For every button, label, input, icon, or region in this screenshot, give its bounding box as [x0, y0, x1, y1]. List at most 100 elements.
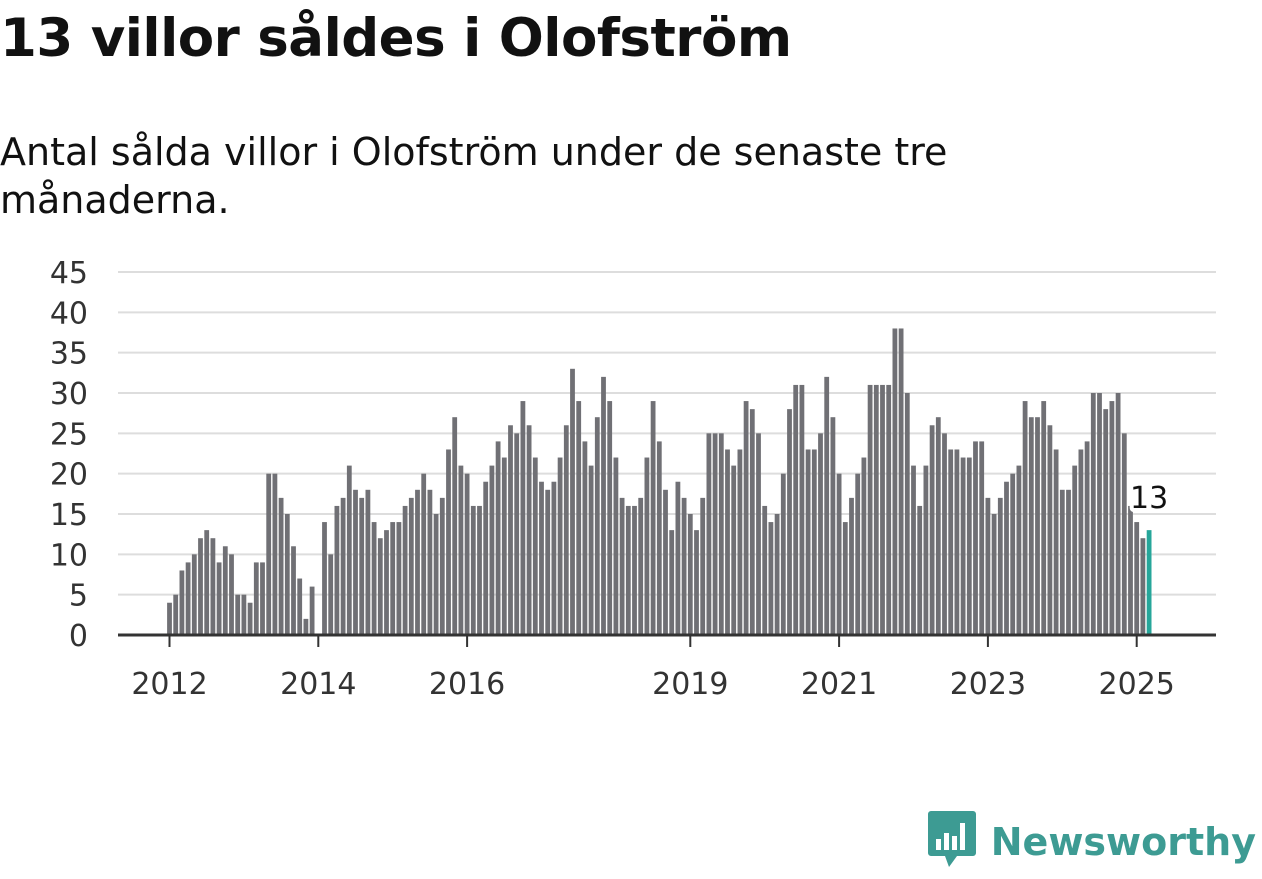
bar: [818, 433, 823, 635]
bar: [359, 497, 365, 635]
bar: [991, 514, 997, 635]
bar: [867, 384, 873, 635]
bar: [1072, 465, 1078, 635]
bar: [985, 497, 991, 635]
bar: [303, 618, 309, 635]
bar: [253, 562, 259, 635]
bar: [718, 433, 724, 635]
bar: [1066, 489, 1071, 635]
bar: [365, 489, 371, 635]
bar: [539, 481, 544, 635]
bar: [229, 554, 234, 635]
y-tick-label: 40: [50, 296, 88, 331]
y-tick-label: 35: [50, 337, 88, 372]
bar: [849, 497, 854, 635]
bar: [508, 425, 513, 635]
bar: [408, 497, 414, 635]
bar: [855, 473, 861, 635]
bar: [545, 489, 551, 635]
bar: [235, 594, 241, 635]
bar: [768, 522, 774, 635]
bar: [470, 505, 476, 635]
bar: [997, 497, 1003, 635]
bar: [260, 562, 265, 635]
bar: [836, 473, 842, 635]
bar: [780, 473, 786, 635]
bar: [594, 417, 600, 635]
bar: [1028, 417, 1034, 635]
bar: [725, 449, 730, 635]
bar: [935, 417, 941, 635]
bar: [886, 384, 892, 635]
bar: [873, 384, 879, 635]
x-tick-label: 2012: [131, 667, 207, 702]
brand-name: Newsworthy: [990, 820, 1256, 864]
bar: [452, 417, 458, 635]
bar: [340, 497, 346, 635]
bar: [923, 465, 929, 635]
x-tick-label: 2014: [280, 667, 356, 702]
bar: [650, 401, 656, 635]
bar: [948, 449, 954, 635]
bar: [384, 530, 389, 635]
bar: [663, 489, 668, 635]
y-tick-label: 15: [50, 498, 88, 533]
bar: [1035, 417, 1040, 635]
y-tick-label: 45: [50, 256, 88, 291]
bar: [167, 602, 172, 635]
bar: [284, 514, 290, 635]
bar: [421, 473, 427, 635]
bar: [328, 554, 334, 635]
bar: [1022, 401, 1028, 635]
bar: [582, 441, 588, 635]
bar: [272, 473, 278, 635]
bar: [489, 465, 495, 635]
y-tick-label: 20: [50, 458, 88, 493]
bar: [1097, 393, 1102, 635]
bar: [1090, 393, 1096, 635]
bar: [309, 586, 315, 635]
bar: [526, 425, 532, 635]
bar: [173, 594, 179, 635]
bar: [1121, 433, 1127, 635]
bar: [371, 522, 377, 635]
x-tick-label: 2019: [652, 667, 728, 702]
bar: [1016, 465, 1022, 635]
bar: [322, 522, 327, 635]
bar: [880, 384, 885, 635]
bar: [563, 425, 569, 635]
bar: [644, 457, 650, 635]
bar: [694, 530, 699, 635]
bar: [427, 489, 433, 635]
bar: [204, 530, 210, 635]
bar: [966, 457, 972, 635]
bar: [601, 376, 606, 635]
bar: [675, 481, 681, 635]
y-tick-label: 0: [69, 619, 88, 654]
bar: [1134, 522, 1140, 635]
newsworthy-logo-icon: [927, 809, 977, 875]
bar: [824, 376, 830, 635]
data-label: 13: [1130, 481, 1168, 516]
bar: [1053, 449, 1059, 635]
bar: [570, 368, 575, 635]
bar: [1084, 441, 1090, 635]
bar: [656, 441, 662, 635]
bar: [514, 433, 520, 635]
bar: [198, 538, 203, 635]
bar: [241, 594, 247, 635]
bar: [613, 457, 619, 635]
bar: [911, 465, 916, 635]
bar: [520, 401, 526, 635]
bar: [353, 489, 358, 635]
bar: [1115, 393, 1121, 635]
bar: [588, 465, 594, 635]
bar: [1010, 473, 1016, 635]
bar: [743, 401, 749, 635]
bar: [396, 522, 402, 635]
bar: [749, 409, 755, 635]
bar: [216, 562, 222, 635]
bar: [805, 449, 811, 635]
bar: [557, 457, 563, 635]
bar: [179, 570, 185, 635]
